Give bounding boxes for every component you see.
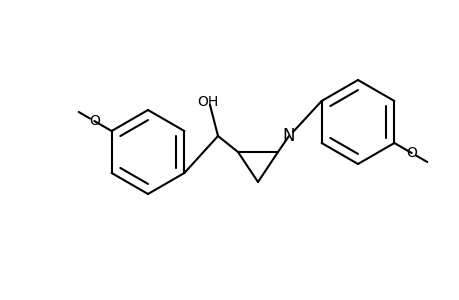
Text: O: O (89, 114, 100, 128)
Text: N: N (282, 127, 295, 145)
Text: OH: OH (197, 95, 218, 109)
Text: O: O (405, 146, 416, 160)
